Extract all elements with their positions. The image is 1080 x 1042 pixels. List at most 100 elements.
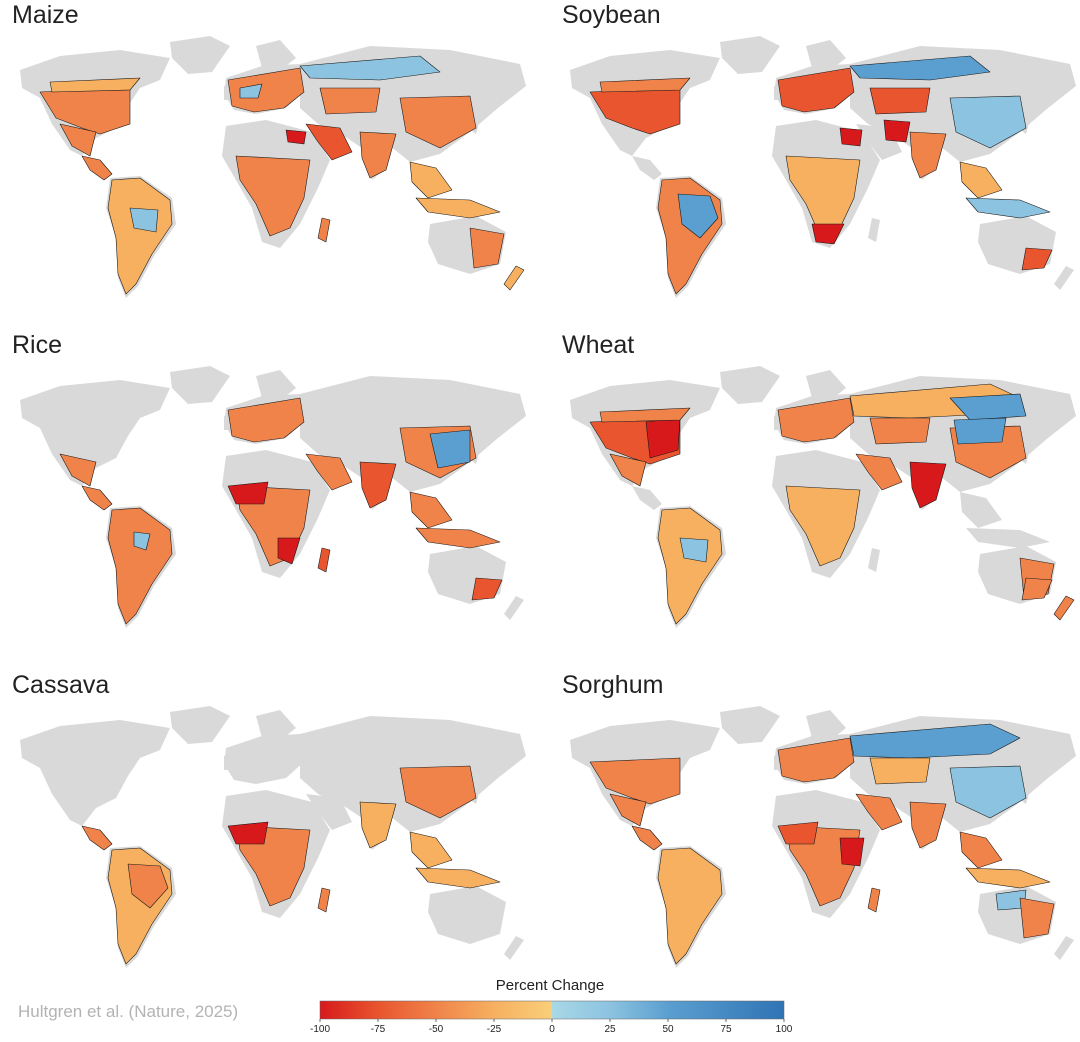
region-west-africa	[227, 821, 269, 845]
region-new-zealand	[503, 265, 525, 291]
region-south-asia	[359, 801, 397, 849]
region-brazil	[127, 863, 169, 909]
panel-title: Sorghum	[562, 671, 664, 699]
legend-tick-label: -75	[371, 1024, 386, 1035]
continent-greenland	[170, 36, 230, 74]
legend-colorbar: -100 -75 -50 -25 0 25 50 75 100	[310, 1000, 793, 1035]
region-canada-south	[599, 407, 691, 423]
region-europe	[227, 397, 305, 443]
world-map	[20, 706, 526, 968]
continent-new-zealand	[504, 936, 524, 960]
region-central-asia	[319, 87, 381, 115]
continent-central-america	[632, 156, 662, 180]
region-usa	[39, 87, 131, 135]
region-new-zealand	[1053, 595, 1075, 621]
map-panel-soybean: Soybean	[550, 0, 1080, 330]
legend-tick-label: 75	[720, 1024, 732, 1035]
panel-title: Maize	[12, 1, 79, 29]
map-panel-cassava: Cassava	[0, 670, 540, 1000]
continent-greenland	[170, 366, 230, 404]
region-russia-east	[949, 393, 1027, 421]
region-russia	[849, 723, 1021, 759]
legend-tick-label: 100	[776, 1024, 793, 1035]
region-africa-sub	[785, 485, 861, 567]
region-mexico	[59, 453, 97, 487]
region-russia-north	[849, 55, 991, 81]
panel-title: Soybean	[562, 1, 661, 29]
region-africa-sub	[235, 155, 311, 237]
region-usa	[589, 757, 681, 805]
legend-tick-label: 25	[604, 1024, 616, 1035]
region-se-asia	[959, 161, 1003, 199]
world-map	[20, 366, 526, 628]
region-africa-sub	[235, 825, 311, 907]
continent-se-asia	[960, 492, 1002, 528]
region-china	[949, 95, 1027, 149]
region-south-asia	[909, 461, 947, 509]
region-south-america	[657, 847, 723, 965]
region-south-asia	[909, 801, 947, 849]
region-china-east	[429, 429, 471, 469]
region-indonesia	[965, 197, 1051, 219]
continent-europe	[224, 734, 306, 784]
source-credit: Hultgren et al. (Nature, 2025)	[18, 1002, 239, 1021]
region-central-america	[81, 485, 113, 511]
region-madagascar	[867, 887, 881, 913]
map-panel-rice: Rice	[0, 330, 540, 660]
region-west-africa	[777, 821, 819, 845]
panel-title: Cassava	[12, 671, 110, 699]
region-central-south-america	[129, 207, 159, 233]
region-south-africa	[811, 223, 845, 245]
region-china	[399, 95, 477, 149]
region-madagascar	[317, 547, 331, 573]
continent-greenland	[720, 706, 780, 744]
continent-north-america	[20, 380, 170, 486]
region-brazil	[677, 193, 719, 239]
region-south-asia	[359, 461, 397, 509]
region-north-africa-east	[285, 129, 307, 145]
region-usa	[589, 87, 681, 135]
region-australia-southeast	[1021, 247, 1053, 271]
continent-scandinavia	[806, 710, 846, 742]
continent-middle-east	[306, 794, 352, 830]
region-central-america	[81, 825, 113, 851]
region-egypt	[839, 127, 863, 147]
continent-north-america	[20, 720, 170, 826]
legend-gradient-bar	[319, 1000, 785, 1020]
region-middle-east	[305, 453, 353, 491]
continent-scandinavia	[806, 40, 846, 72]
continent-greenland	[720, 36, 780, 74]
region-central-asia	[869, 87, 931, 115]
panel-title: Wheat	[562, 331, 635, 359]
continent-scandinavia	[256, 710, 296, 742]
region-china	[399, 765, 477, 819]
legend-tick-label: 50	[662, 1024, 674, 1035]
region-central-south-america	[679, 537, 709, 563]
world-map	[570, 366, 1076, 628]
region-central-america	[81, 155, 113, 181]
region-south-america	[107, 177, 173, 295]
world-map	[570, 706, 1076, 968]
continent-greenland	[170, 706, 230, 744]
region-middle-east	[855, 793, 903, 831]
region-madagascar	[317, 887, 331, 913]
color-legend: Percent Change -100 -75 -50 -25 0 25 50 75 100	[300, 975, 800, 1035]
region-middle-east	[305, 123, 353, 161]
panel-title: Rice	[12, 331, 63, 359]
region-south-asia	[909, 131, 947, 179]
region-canada-south	[49, 77, 141, 93]
continent-new-zealand	[1054, 936, 1074, 960]
region-europe-patches	[239, 83, 263, 99]
region-europe	[227, 67, 305, 113]
region-australia-southeast	[1021, 577, 1053, 601]
continent-central-america	[632, 486, 662, 510]
region-mexico	[59, 123, 97, 157]
region-mexico	[609, 453, 647, 487]
region-canada-south	[599, 77, 691, 93]
region-central-america	[631, 825, 663, 851]
legend-tick-label: -50	[429, 1024, 444, 1035]
region-se-asia	[409, 161, 453, 199]
continent-indonesia	[966, 528, 1050, 548]
region-middle-east	[855, 453, 903, 491]
region-se-asia	[409, 491, 453, 529]
